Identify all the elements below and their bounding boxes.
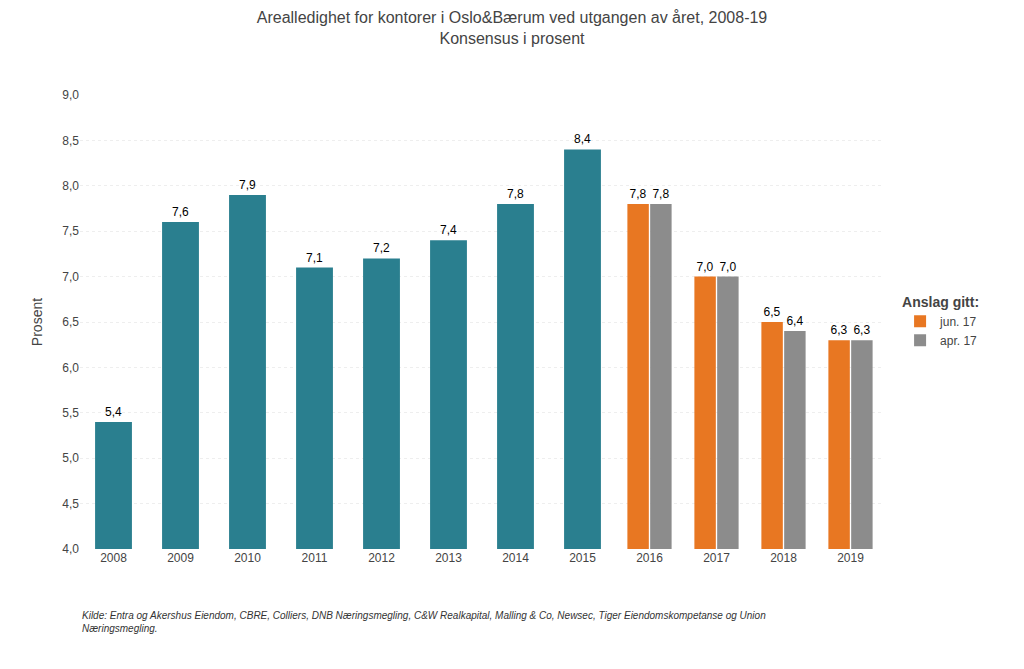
svg-text:4,0: 4,0 <box>62 542 79 556</box>
svg-text:5,5: 5,5 <box>62 406 79 420</box>
svg-text:7,9: 7,9 <box>239 178 256 192</box>
svg-text:jun. 17: jun. 17 <box>939 315 976 329</box>
svg-text:7,1: 7,1 <box>306 251 323 265</box>
svg-text:7,8: 7,8 <box>507 187 524 201</box>
svg-text:6,5: 6,5 <box>764 305 781 319</box>
svg-text:8,0: 8,0 <box>62 179 79 193</box>
svg-text:2011: 2011 <box>302 551 328 565</box>
svg-text:2017: 2017 <box>703 551 730 565</box>
svg-text:5,4: 5,4 <box>105 405 122 419</box>
svg-text:4,5: 4,5 <box>62 497 79 511</box>
svg-text:7,8: 7,8 <box>652 187 669 201</box>
svg-text:7,0: 7,0 <box>697 260 714 274</box>
svg-text:2009: 2009 <box>167 551 194 565</box>
svg-text:7,4: 7,4 <box>440 223 457 237</box>
svg-text:2018: 2018 <box>770 551 797 565</box>
svg-text:2010: 2010 <box>234 551 261 565</box>
svg-text:7,5: 7,5 <box>62 224 79 238</box>
svg-text:7,0: 7,0 <box>719 260 736 274</box>
svg-text:8,5: 8,5 <box>62 134 79 148</box>
svg-text:6,4: 6,4 <box>786 314 803 328</box>
svg-text:8,4: 8,4 <box>574 132 591 146</box>
svg-text:7,2: 7,2 <box>373 241 390 255</box>
svg-text:2012: 2012 <box>368 551 395 565</box>
svg-text:6,0: 6,0 <box>62 361 79 375</box>
svg-text:7,8: 7,8 <box>630 187 647 201</box>
svg-text:7,6: 7,6 <box>172 205 189 219</box>
svg-text:Prosent: Prosent <box>29 298 45 346</box>
svg-text:2016: 2016 <box>636 551 663 565</box>
svg-text:Kilde: Entra og Akershus Eiend: Kilde: Entra og Akershus Eiendom, CBRE, … <box>82 610 766 634</box>
svg-text:apr. 17: apr. 17 <box>940 334 977 348</box>
svg-text:7,0: 7,0 <box>62 270 79 284</box>
svg-text:5,0: 5,0 <box>62 451 79 465</box>
svg-text:Anslag gitt:: Anslag gitt: <box>902 294 979 310</box>
svg-text:6,3: 6,3 <box>831 323 848 337</box>
svg-text:2019: 2019 <box>837 551 864 565</box>
svg-text:2013: 2013 <box>435 551 462 565</box>
svg-text:9,0: 9,0 <box>62 88 79 102</box>
svg-text:2014: 2014 <box>502 551 529 565</box>
svg-text:2008: 2008 <box>100 551 127 565</box>
svg-text:Arealledighet for kontorer i O: Arealledighet for kontorer i Oslo&Bærum … <box>257 9 768 47</box>
svg-text:6,5: 6,5 <box>62 315 79 329</box>
svg-text:2015: 2015 <box>569 551 596 565</box>
svg-text:6,3: 6,3 <box>853 323 870 337</box>
